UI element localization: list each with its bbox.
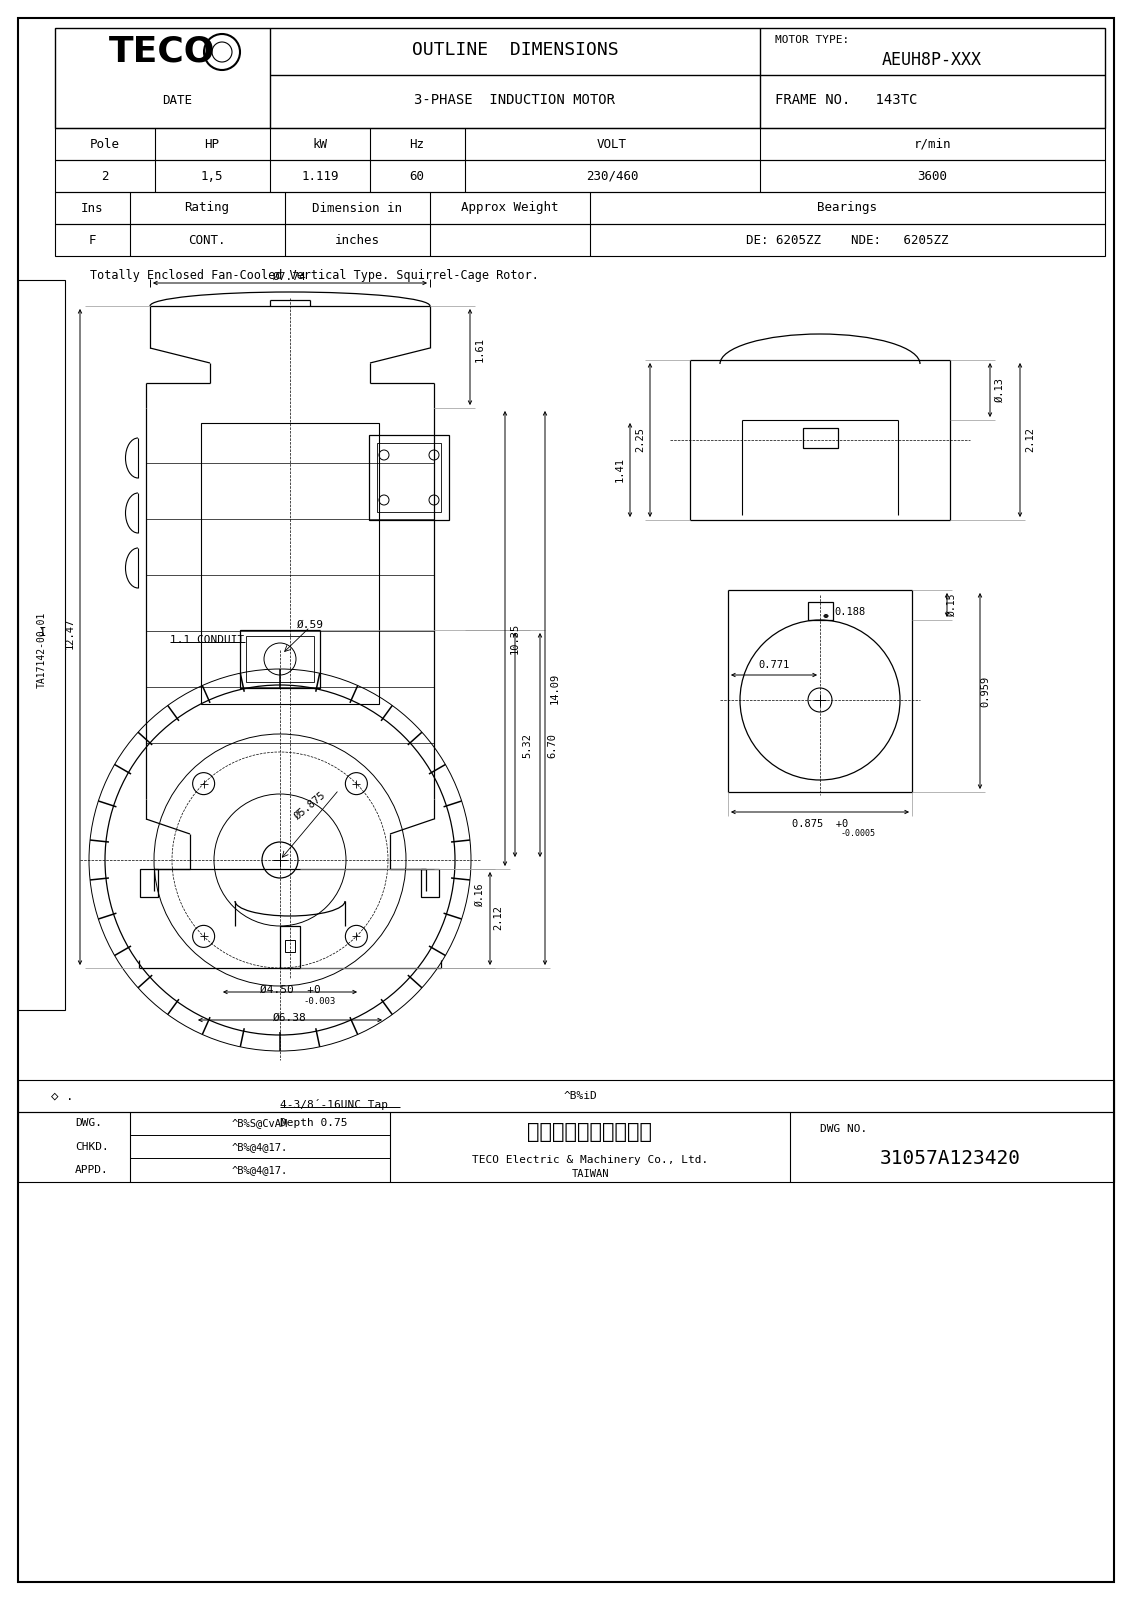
Bar (55, 224, 1105, 256)
Text: 2.12: 2.12 (494, 906, 503, 931)
Text: F: F (88, 234, 96, 246)
Text: 31057A123420: 31057A123420 (880, 1149, 1021, 1168)
Text: 1,5: 1,5 (200, 170, 223, 182)
Text: 10.35: 10.35 (511, 622, 520, 654)
Text: 230/460: 230/460 (585, 170, 638, 182)
Text: 2.25: 2.25 (635, 427, 645, 453)
Text: inches: inches (334, 234, 379, 246)
Bar (377, 443, 441, 512)
Text: Ø.15: Ø.15 (947, 594, 957, 616)
Text: Ø4.50  +0: Ø4.50 +0 (259, 986, 320, 995)
Text: 1.119: 1.119 (301, 170, 338, 182)
Bar (421, 869, 439, 898)
Text: Hz: Hz (410, 138, 424, 150)
Text: CONT.: CONT. (188, 234, 225, 246)
Text: Ø.59: Ø.59 (297, 619, 324, 630)
Text: DATE: DATE (162, 93, 192, 107)
Text: Ins: Ins (80, 202, 103, 214)
Text: DWG NO.: DWG NO. (820, 1123, 867, 1134)
Text: Approx Weight: Approx Weight (461, 202, 559, 214)
Bar (240, 630, 320, 688)
Text: 60: 60 (410, 170, 424, 182)
Text: TECO: TECO (109, 35, 215, 69)
Text: 0.959: 0.959 (980, 675, 990, 707)
Bar (55, 27, 1105, 128)
Bar (18, 1080, 1114, 1112)
Bar (18, 280, 65, 1010)
Text: Bearings: Bearings (817, 202, 877, 214)
Text: ^B%S@CvAM: ^B%S@CvAM (232, 1118, 289, 1128)
Bar (803, 427, 838, 448)
Text: Ø7.74: Ø7.74 (273, 272, 307, 282)
Bar (285, 939, 295, 952)
Text: Dimension in: Dimension in (312, 202, 402, 214)
Text: AEUH8P-XXX: AEUH8P-XXX (882, 51, 981, 69)
Bar (369, 435, 449, 520)
Text: 0.771: 0.771 (758, 659, 790, 670)
Bar (140, 869, 158, 898)
Bar (280, 926, 300, 968)
Text: Ø6.38: Ø6.38 (273, 1013, 307, 1022)
Text: 14.09: 14.09 (550, 672, 560, 704)
Text: Ø5.875: Ø5.875 (292, 789, 327, 821)
Text: OUTLINE  DIMENSIONS: OUTLINE DIMENSIONS (412, 42, 618, 59)
Text: CHKD.: CHKD. (75, 1142, 109, 1152)
Text: 5.32: 5.32 (522, 733, 532, 757)
Text: TECO Electric & Machinery Co., Ltd.: TECO Electric & Machinery Co., Ltd. (472, 1155, 709, 1165)
Text: FRAME NO.   143TC: FRAME NO. 143TC (775, 93, 917, 107)
Text: ◇: ◇ (51, 1090, 59, 1102)
Text: Depth 0.75: Depth 0.75 (280, 1118, 348, 1128)
Text: 6.70: 6.70 (547, 733, 557, 757)
Text: 1.41: 1.41 (615, 458, 625, 483)
Text: DWG.: DWG. (75, 1118, 102, 1128)
Text: I: I (38, 627, 45, 640)
Text: VOLT: VOLT (597, 138, 627, 150)
Bar (201, 422, 379, 704)
Text: 12.47: 12.47 (65, 618, 75, 648)
Bar (246, 635, 314, 682)
Text: kW: kW (312, 138, 327, 150)
Text: 4-3/8´-16UNC Tap: 4-3/8´-16UNC Tap (280, 1099, 388, 1110)
Text: ^B%iD: ^B%iD (563, 1091, 597, 1101)
Text: 2.12: 2.12 (1024, 427, 1035, 453)
Bar (55, 160, 1105, 192)
Text: Rating: Rating (185, 202, 230, 214)
Text: 0.875  +0: 0.875 +0 (792, 819, 848, 829)
Bar (55, 192, 1105, 224)
Text: DE: 6205ZZ    NDE:   6205ZZ: DE: 6205ZZ NDE: 6205ZZ (746, 234, 949, 246)
Text: Ø.16: Ø.16 (475, 883, 484, 907)
Text: r/min: r/min (914, 138, 951, 150)
Text: -0.003: -0.003 (303, 997, 336, 1006)
Text: 3-PHASE  INDUCTION MOTOR: 3-PHASE INDUCTION MOTOR (414, 93, 616, 107)
Bar (18, 1112, 1114, 1182)
Text: TAIWAN: TAIWAN (572, 1170, 609, 1179)
Text: ^B%@4@17.: ^B%@4@17. (232, 1142, 289, 1152)
Text: TA17142-00-01: TA17142-00-01 (37, 611, 48, 688)
Text: .: . (67, 1090, 74, 1102)
Text: MOTOR TYPE:: MOTOR TYPE: (775, 35, 849, 45)
Text: APPD.: APPD. (75, 1165, 109, 1174)
Bar (55, 128, 1105, 160)
Text: Ø.13: Ø.13 (995, 378, 1005, 403)
Text: 1.61: 1.61 (475, 338, 484, 363)
Bar (808, 602, 833, 619)
Text: Totally Enclosed Fan-Cooled Vertical Type. Squirrel-Cage Rotor.: Totally Enclosed Fan-Cooled Vertical Typ… (91, 269, 539, 283)
Text: -0.0005: -0.0005 (840, 829, 875, 838)
Text: ^B%@4@17.: ^B%@4@17. (232, 1165, 289, 1174)
Text: 3600: 3600 (917, 170, 947, 182)
Text: 2: 2 (101, 170, 109, 182)
Text: 東元電機股份有限公司: 東元電機股份有限公司 (528, 1122, 652, 1142)
Text: 1.1 CONDUIT: 1.1 CONDUIT (170, 635, 245, 645)
Text: HP: HP (205, 138, 220, 150)
Text: 0.188: 0.188 (834, 606, 866, 618)
Text: Pole: Pole (91, 138, 120, 150)
